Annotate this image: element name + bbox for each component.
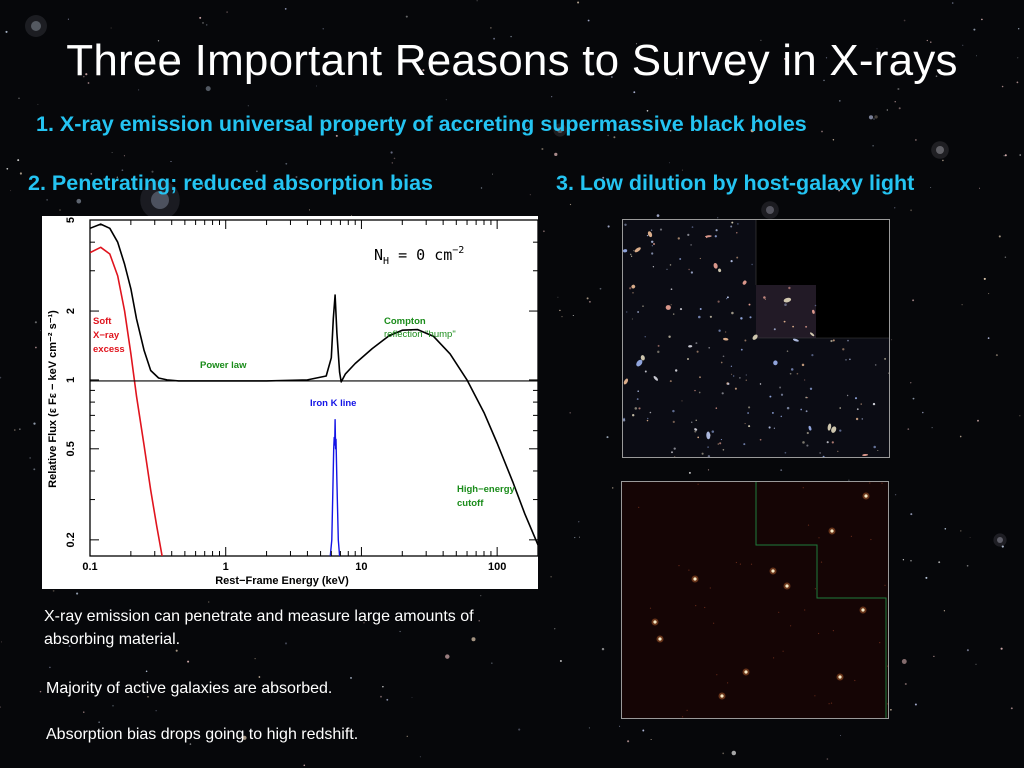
caption-absorbed: Majority of active galaxies are absorbed… — [46, 680, 333, 697]
y-tick-label: 0.2 — [65, 532, 77, 547]
cutoff-annotation: High−energy cutoff — [457, 484, 516, 509]
plot-frame — [89, 219, 538, 557]
y-tick-label: 2 — [65, 308, 77, 314]
svg-text:High−energy: High−energy — [457, 484, 516, 495]
series-soft_excess — [90, 246, 163, 556]
xray-spectrum-chart: 0.1 1 10 100 0.2 0.5 1 2 5 Relative Flux (ε Fε −… — [42, 216, 538, 589]
svg-text:Compton: Compton — [384, 316, 426, 327]
svg-text:X−ray: X−ray — [93, 330, 120, 341]
compton-annotation: Compton reflection "hump" — [384, 316, 456, 340]
chart-series — [90, 223, 538, 556]
x-tick-label: 10 — [355, 561, 367, 573]
x-tick-label: 0.1 — [82, 561, 97, 573]
power-law-label: Power law — [200, 360, 247, 371]
series-total — [90, 223, 538, 546]
x-axis-label: Rest−Frame Energy (keV) — [215, 575, 349, 587]
y-tick-label: 0.5 — [65, 441, 77, 456]
chart-ticks: 0.1 1 10 100 0.2 0.5 1 2 5 — [65, 217, 538, 573]
xray-field-image — [621, 481, 889, 719]
reason-1: 1. X-ray emission universal property of … — [36, 112, 807, 136]
series-iron — [329, 418, 341, 556]
svg-text:excess: excess — [93, 344, 125, 355]
x-tick-label: 1 — [223, 561, 229, 573]
caption-penetration: X-ray emission can penetrate and measure… — [44, 608, 474, 648]
optical-deep-field-image — [622, 219, 890, 458]
svg-text:Soft: Soft — [93, 316, 112, 327]
y-tick-label: 5 — [65, 217, 77, 223]
chart-axes — [89, 219, 538, 557]
reason-2: 2. Penetrating; reduced absorption bias — [28, 171, 433, 195]
x-tick-label: 100 — [488, 561, 506, 573]
reason-3: 3. Low dilution by host-galaxy light — [556, 171, 915, 195]
y-tick-label: 1 — [65, 377, 77, 383]
soft-excess-annotation: Soft X−ray excess — [93, 316, 125, 355]
svg-text:cutoff: cutoff — [457, 498, 484, 509]
nh-label: NH = 0 cm−2 — [374, 245, 464, 267]
caption-redshift: Absorption bias drops going to high reds… — [46, 726, 359, 743]
slide-title: Three Important Reasons to Survey in X-r… — [66, 36, 958, 85]
y-axis-label: Relative Flux (ε Fε − keV cm⁻² s⁻¹) — [47, 310, 59, 488]
svg-text:reflection "hump": reflection "hump" — [384, 329, 456, 340]
iron-k-line-label: Iron K line — [310, 398, 356, 409]
